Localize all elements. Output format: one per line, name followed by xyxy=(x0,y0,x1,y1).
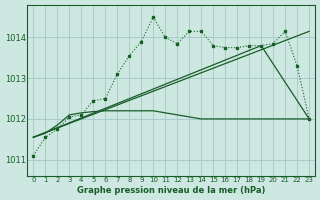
X-axis label: Graphe pression niveau de la mer (hPa): Graphe pression niveau de la mer (hPa) xyxy=(77,186,266,195)
